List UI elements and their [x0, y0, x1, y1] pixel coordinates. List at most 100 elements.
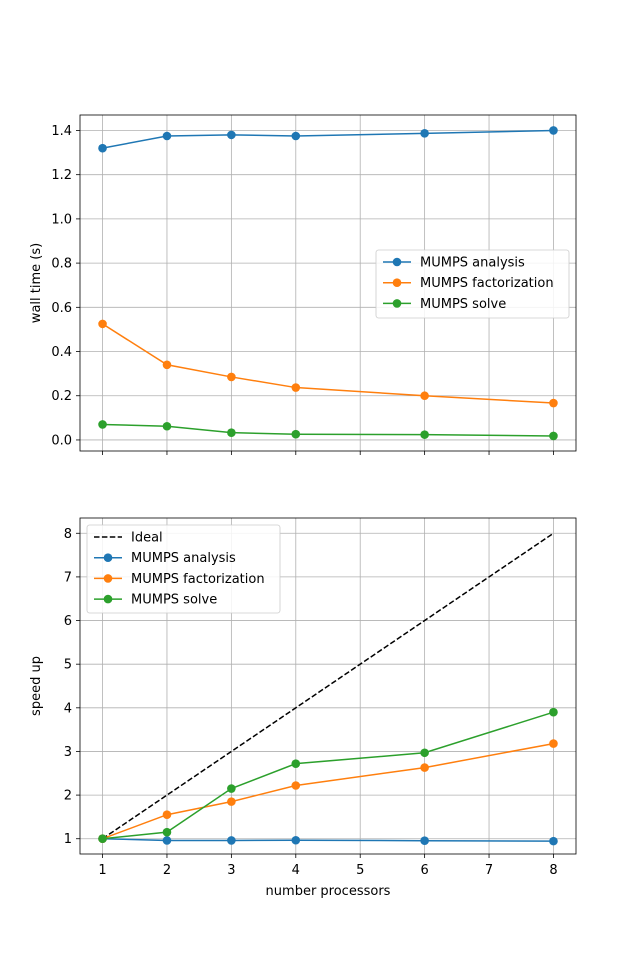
data-point	[549, 126, 558, 135]
data-point	[98, 319, 107, 329]
data-point	[291, 835, 301, 845]
legend-label: MUMPS solve	[420, 297, 506, 312]
data-point	[291, 131, 301, 141]
top-chart-wall-time: 0.0 0.2 0.4 0.6 0.8 1.0 1.2 1.4 wall time (s) MUM…	[29, 114, 577, 455]
y-tick-label: 0.2	[51, 389, 72, 404]
y-tick-label: 3	[64, 745, 72, 760]
data-point	[420, 763, 429, 772]
series-mumps-analysis	[98, 126, 558, 153]
legend-label: MUMPS analysis	[131, 551, 236, 566]
data-point	[227, 836, 236, 845]
data-point	[549, 398, 558, 408]
data-point	[162, 836, 172, 845]
data-point	[98, 420, 107, 429]
data-point	[227, 797, 236, 806]
data-point	[162, 360, 172, 370]
y-tick-label: 6	[64, 614, 72, 629]
legend-entry: MUMPS solve	[94, 593, 217, 608]
legend-label: MUMPS factorization	[131, 572, 265, 587]
y-tick-label: 0.4	[51, 345, 72, 360]
y-tick-label: 0.0	[51, 433, 72, 448]
y-tick-label: 5	[64, 658, 72, 673]
y-tick-label: 0.6	[51, 301, 72, 316]
legend-marker	[392, 278, 402, 288]
x-tick-label: 4	[292, 863, 300, 878]
series-line	[102, 742, 554, 840]
series-mumps-solve	[98, 707, 558, 844]
y-tick-label: 1	[64, 832, 72, 847]
data-point	[420, 129, 429, 138]
legend-box	[86, 524, 281, 614]
legend: MUMPS analysis MUMPS factorization MUMPS s…	[375, 249, 570, 319]
data-point	[549, 836, 558, 846]
y-tick-label: 2	[64, 789, 72, 804]
legend-label: MUMPS analysis	[420, 256, 525, 271]
axes-frame	[79, 114, 577, 452]
x-tick-label: 5	[356, 863, 364, 878]
legend-entry: MUMPS analysis	[383, 256, 525, 271]
y-tick-label: 0.8	[51, 257, 72, 272]
data-point	[227, 784, 236, 793]
legend-label: MUMPS solve	[131, 593, 217, 608]
legend-label: MUMPS factorization	[420, 276, 554, 291]
x-tick-label: 8	[549, 863, 557, 878]
series-mumps-solve	[98, 420, 558, 441]
data-point	[549, 707, 558, 717]
legend-marker	[392, 299, 402, 308]
axes-frame	[79, 517, 577, 855]
legend: Ideal MUMPS analysis MUMPS factorization MU…	[86, 524, 281, 614]
legend-entry: Ideal	[94, 531, 163, 546]
data-point	[227, 130, 236, 140]
x-tick-label: 2	[163, 863, 171, 878]
y-axis-label: wall time (s)	[29, 243, 44, 323]
y-tick-label: 1.0	[51, 212, 72, 227]
data-point	[227, 428, 236, 437]
legend-entry: MUMPS factorization	[94, 572, 265, 587]
legend-box	[375, 249, 570, 319]
series-line	[102, 837, 554, 842]
data-point	[291, 383, 301, 392]
series-ideal	[102, 532, 554, 840]
data-point	[98, 834, 107, 844]
legend-marker	[392, 257, 402, 267]
data-point	[549, 431, 558, 441]
data-point	[162, 827, 172, 837]
grid	[80, 518, 576, 854]
y-tick-label: 1.4	[51, 124, 72, 139]
y-tick-label: 1.2	[51, 168, 72, 183]
data-point	[420, 391, 429, 401]
legend-marker	[103, 594, 113, 604]
x-tick-label: 1	[98, 863, 106, 878]
y-axis-label: speed up	[29, 656, 44, 716]
data-point	[291, 781, 301, 790]
series-line	[102, 532, 554, 840]
data-point	[162, 131, 172, 141]
x-tick-label: 6	[420, 863, 428, 878]
legend-entry: MUMPS factorization	[383, 276, 554, 291]
series-mumps-factorization	[98, 319, 558, 408]
series-line	[102, 129, 554, 149]
data-point	[420, 430, 429, 439]
series-line	[102, 423, 554, 437]
legend-marker	[103, 553, 113, 562]
data-point	[291, 429, 301, 439]
y-tick-label: 7	[64, 570, 72, 585]
data-point	[291, 759, 301, 768]
series-line	[102, 711, 554, 840]
legend-marker	[103, 574, 113, 583]
x-tick-label: 7	[485, 863, 493, 878]
bottom-chart-speed-up: 1 2 3 4 5 6 7 8 1 2 3 4 5 6 7 8 speed up number processor…	[29, 517, 577, 899]
data-point	[420, 748, 429, 758]
x-axis-label: number processors	[266, 884, 391, 899]
data-point	[227, 372, 236, 382]
series-line	[102, 323, 554, 404]
data-point	[420, 836, 429, 845]
data-point	[549, 739, 558, 748]
legend-entry: MUMPS analysis	[94, 551, 236, 566]
data-point	[162, 810, 172, 820]
legend-entry: MUMPS solve	[383, 297, 506, 312]
x-tick-label: 3	[227, 863, 235, 878]
y-tick-label: 8	[64, 527, 72, 542]
legend-label: Ideal	[131, 531, 163, 546]
